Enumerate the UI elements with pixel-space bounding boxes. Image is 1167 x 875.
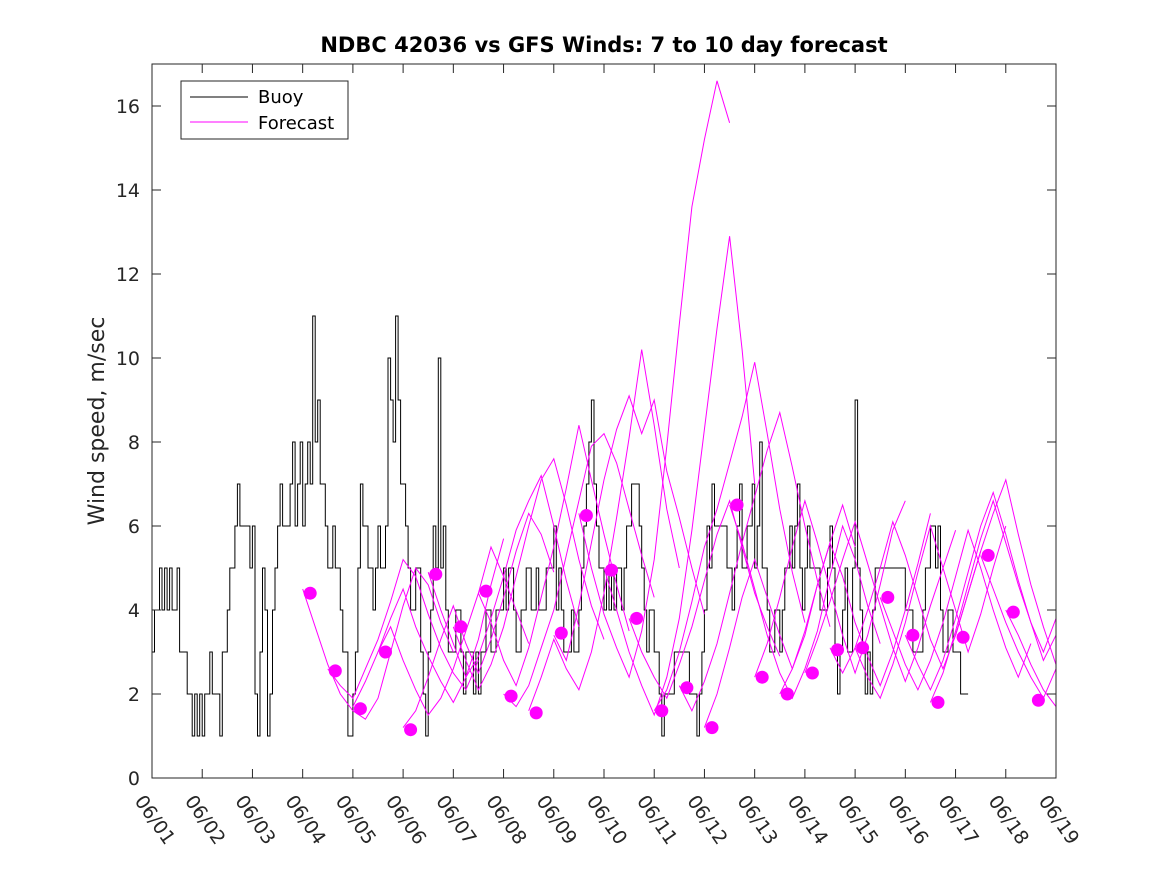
y-tick-label: 8 [128, 432, 140, 454]
plot-area [152, 64, 1056, 778]
forecast-run-line [729, 504, 881, 700]
forecast-run-line [603, 236, 756, 717]
forecast-marker [579, 509, 593, 522]
forecast-run-line [452, 457, 605, 691]
y-tick-label: 10 [116, 348, 140, 370]
forecast-marker [454, 620, 468, 634]
forecast-run-line [528, 349, 680, 711]
forecast-marker [630, 611, 644, 625]
legend-buoy-label: Buoy [258, 87, 304, 108]
forecast-marker [479, 584, 493, 598]
forecast-marker [981, 548, 995, 562]
forecast-marker [956, 630, 970, 644]
forecast-marker [504, 689, 518, 703]
forecast-run-line [779, 513, 931, 695]
forecast-marker [856, 641, 870, 655]
forecast-marker [730, 498, 744, 512]
forecast-run-line [929, 499, 1057, 703]
y-tick-label: 2 [128, 684, 140, 706]
forecast-marker [379, 645, 392, 659]
y-tick-label: 4 [128, 600, 140, 622]
forecast-run-line [754, 498, 906, 678]
forecast-marker [554, 626, 568, 640]
forecast-marker [328, 664, 342, 678]
forecast-marker [1031, 693, 1045, 707]
forecast-marker-layer [303, 498, 1045, 737]
forecast-run-line [678, 410, 831, 712]
forecast-run-line [477, 425, 630, 687]
forecast-marker [705, 721, 719, 735]
forecast-run-line [553, 394, 705, 662]
forecast-run-line [1005, 609, 1057, 707]
forecast-marker [680, 681, 694, 695]
forecast-run-line [402, 512, 555, 728]
forecast-marker [805, 666, 819, 680]
forecast-run-line [879, 528, 1032, 691]
forecast-marker [780, 687, 794, 701]
legend-box [180, 80, 349, 140]
forecast-run-line [302, 566, 454, 720]
forecast-marker [529, 706, 543, 720]
forecast-run-line [327, 558, 479, 700]
forecast-marker [906, 628, 920, 642]
y-tick-label: 14 [116, 180, 140, 202]
forecast-run-line [854, 524, 1007, 700]
legend: Buoy Forecast [180, 80, 349, 140]
forecast-series-layer [302, 80, 1057, 728]
forecast-run-line [628, 499, 781, 700]
forecast-marker [655, 704, 669, 718]
legend-forecast-label: Forecast [258, 113, 334, 134]
forecast-run-line [427, 474, 580, 679]
y-tick-label: 6 [128, 516, 140, 538]
forecast-run-line [955, 478, 1057, 665]
forecast-marker [755, 670, 769, 684]
forecast-marker [881, 590, 895, 604]
forecast-marker [353, 702, 367, 716]
forecast-marker [404, 723, 418, 737]
forecast-run-line [503, 432, 655, 708]
forecast-run-line [653, 362, 806, 712]
forecast-marker [605, 563, 618, 577]
chart-title: NDBC 42036 vs GFS Winds: 7 to 10 day for… [320, 33, 887, 57]
forecast-marker [931, 695, 945, 709]
forecast-marker [303, 586, 317, 600]
forecast-marker [429, 567, 443, 581]
forecast-run-line [578, 80, 731, 679]
forecast-marker [831, 643, 844, 657]
y-tick-label: 12 [116, 264, 140, 286]
forecast-run-line [804, 520, 957, 683]
forecast-marker [1006, 605, 1020, 619]
y-tick-label: 0 [128, 768, 140, 790]
y-axis-label: Wind speed, m/sec [85, 317, 110, 526]
y-tick-label: 16 [116, 96, 140, 118]
